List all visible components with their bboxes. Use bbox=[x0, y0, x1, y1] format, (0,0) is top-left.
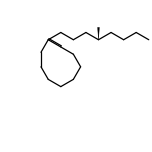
Polygon shape bbox=[98, 27, 99, 40]
